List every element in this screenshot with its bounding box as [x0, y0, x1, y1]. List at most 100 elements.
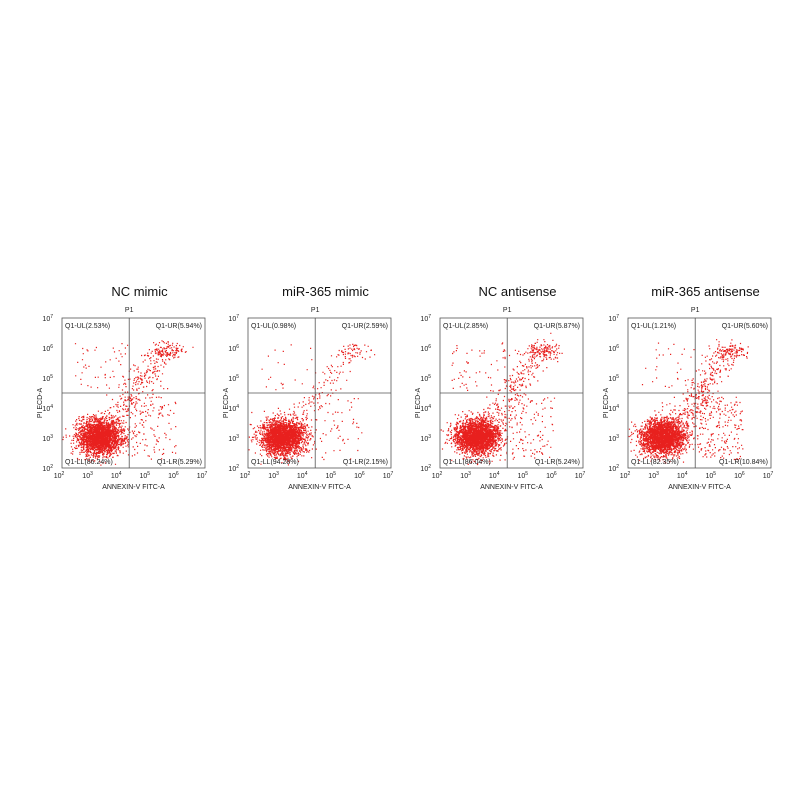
tick-exponent: 2 — [62, 471, 65, 477]
y-tick-label: 104 — [420, 404, 431, 413]
tick-base: 10 — [228, 316, 236, 323]
tick-base: 10 — [42, 436, 50, 443]
tick-exponent: 2 — [440, 471, 443, 477]
x-axis-label: ANNEXIN-V FITC-A — [102, 484, 165, 491]
x-tick-label: 104 — [489, 471, 500, 480]
tick-exponent: 4 — [236, 404, 239, 410]
x-axis-label: ANNEXIN-V FITC-A — [668, 484, 731, 491]
quadrant-label: Q1-UL(2.85%) — [443, 323, 488, 330]
tick-base: 10 — [228, 376, 236, 383]
y-tick-label: 104 — [228, 404, 239, 413]
tick-base: 10 — [420, 406, 428, 413]
tick-exponent: 7 — [428, 314, 431, 320]
tick-base: 10 — [608, 406, 616, 413]
tick-base: 10 — [268, 473, 276, 480]
tick-exponent: 5 — [50, 374, 53, 380]
tick-base: 10 — [420, 376, 428, 383]
tick-base: 10 — [228, 406, 236, 413]
tick-base: 10 — [228, 346, 236, 353]
y-axis-label: PI ECD-A — [223, 388, 230, 419]
tick-exponent: 7 — [205, 471, 208, 477]
tick-base: 10 — [82, 473, 90, 480]
event-dots — [248, 343, 376, 466]
tick-exponent: 2 — [248, 471, 251, 477]
x-tick-label: 105 — [706, 471, 717, 480]
tick-exponent: 5 — [616, 374, 619, 380]
tick-base: 10 — [608, 436, 616, 443]
panel-title: NC antisense — [478, 284, 556, 299]
tick-exponent: 7 — [616, 314, 619, 320]
tick-exponent: 6 — [554, 471, 557, 477]
tick-base: 10 — [734, 473, 742, 480]
event-dots — [62, 340, 194, 466]
quadrant-label: Q1-LR(10.84%) — [719, 459, 768, 466]
tick-base: 10 — [354, 473, 362, 480]
y-tick-label: 103 — [42, 434, 53, 443]
tick-exponent: 6 — [428, 344, 431, 350]
x-tick-label: 106 — [354, 471, 365, 480]
gate-label: P1 — [125, 307, 134, 314]
y-tick-label: 107 — [420, 314, 431, 323]
y-tick-label: 105 — [42, 374, 53, 383]
tick-exponent: 5 — [713, 471, 716, 477]
x-axis-label: ANNEXIN-V FITC-A — [288, 484, 351, 491]
x-tick-label: 103 — [268, 471, 279, 480]
tick-exponent: 5 — [525, 471, 528, 477]
panel-title: miR-365 mimic — [282, 284, 369, 299]
quadrant-label: Q1-LL(86.04%) — [443, 459, 491, 466]
x-tick-label: 106 — [168, 471, 179, 480]
tick-exponent: 2 — [50, 464, 53, 470]
x-tick-label: 104 — [677, 471, 688, 480]
tick-base: 10 — [620, 473, 628, 480]
tick-base: 10 — [518, 473, 526, 480]
tick-base: 10 — [608, 466, 616, 473]
y-tick-label: 107 — [228, 314, 239, 323]
tick-exponent: 4 — [616, 404, 619, 410]
tick-exponent: 5 — [236, 374, 239, 380]
y-tick-label: 106 — [420, 344, 431, 353]
x-tick-label: 107 — [763, 471, 774, 480]
panel-title: NC mimic — [111, 284, 168, 299]
x-tick-label: 107 — [197, 471, 208, 480]
x-tick-label: 105 — [518, 471, 529, 480]
tick-exponent: 4 — [497, 471, 500, 477]
panel: NC antisense P1 Q1-UL(2.85%) Q1-UR(5.87%) Q1… — [415, 284, 586, 491]
x-tick-label: 102 — [432, 471, 443, 480]
x-tick-label: 102 — [620, 471, 631, 480]
y-tick-label: 106 — [228, 344, 239, 353]
tick-base: 10 — [608, 316, 616, 323]
y-tick-label: 103 — [420, 434, 431, 443]
tick-exponent: 2 — [236, 464, 239, 470]
tick-base: 10 — [111, 473, 119, 480]
tick-base: 10 — [575, 473, 583, 480]
tick-exponent: 2 — [428, 464, 431, 470]
tick-exponent: 4 — [50, 404, 53, 410]
tick-base: 10 — [420, 316, 428, 323]
tick-base: 10 — [42, 406, 50, 413]
tick-base: 10 — [420, 436, 428, 443]
x-axis-label: ANNEXIN-V FITC-A — [480, 484, 543, 491]
quadrant-label: Q1-UL(0.98%) — [251, 323, 296, 330]
quadrant-label: Q1-UL(1.21%) — [631, 323, 676, 330]
tick-exponent: 3 — [90, 471, 93, 477]
x-tick-label: 102 — [54, 471, 65, 480]
x-tick-label: 102 — [240, 471, 251, 480]
tick-base: 10 — [706, 473, 714, 480]
y-tick-label: 104 — [42, 404, 53, 413]
panel: NC mimic P1 Q1-UL(2.53%) Q1-UR(5.94%) Q1-LL(… — [37, 284, 208, 491]
tick-exponent: 7 — [236, 314, 239, 320]
tick-base: 10 — [677, 473, 685, 480]
quadrant-label: Q1-UR(5.94%) — [156, 323, 202, 330]
tick-exponent: 4 — [428, 404, 431, 410]
tick-exponent: 6 — [176, 471, 179, 477]
quadrant-label: Q1-UR(2.59%) — [342, 323, 388, 330]
x-tick-label: 107 — [575, 471, 586, 480]
tick-base: 10 — [228, 436, 236, 443]
tick-base: 10 — [240, 473, 248, 480]
tick-exponent: 7 — [771, 471, 774, 477]
x-tick-label: 105 — [140, 471, 151, 480]
tick-exponent: 5 — [147, 471, 150, 477]
y-tick-label: 105 — [608, 374, 619, 383]
